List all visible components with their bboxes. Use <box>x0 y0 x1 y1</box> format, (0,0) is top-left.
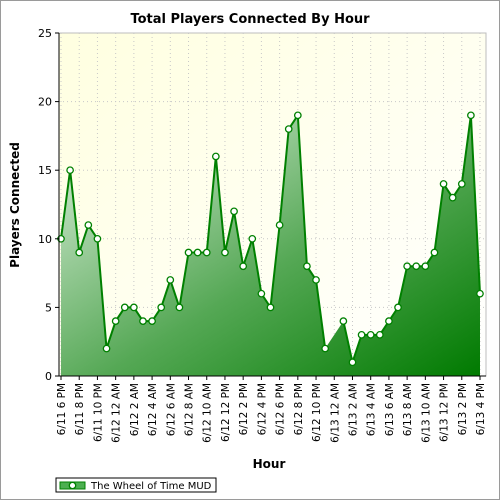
data-point <box>375 330 384 339</box>
x-axis-label: Hour <box>253 457 286 471</box>
data-point <box>321 344 330 353</box>
data-point <box>366 330 375 339</box>
data-point <box>102 344 111 353</box>
data-point <box>257 289 266 298</box>
data-point <box>211 152 220 161</box>
x-tick-label: 6/13 10 AM <box>420 383 432 443</box>
data-point <box>120 303 129 312</box>
data-point <box>385 317 393 325</box>
series-area <box>61 115 480 376</box>
x-tick-label: 6/12 4 AM <box>147 383 159 436</box>
data-point <box>157 303 166 312</box>
data-point <box>357 330 366 339</box>
data-point <box>412 262 421 271</box>
legend-entry-label: The Wheel of Time MUD <box>90 481 212 492</box>
data-point <box>303 262 311 271</box>
x-tick-label: 6/12 6 PM <box>275 383 287 435</box>
series-line <box>60 112 481 367</box>
series-markers <box>57 111 484 367</box>
data-point <box>430 248 439 257</box>
data-point <box>139 317 147 325</box>
data-point <box>439 180 448 188</box>
legend-marker <box>68 481 77 490</box>
data-point <box>166 276 175 284</box>
data-point <box>239 262 248 271</box>
x-tick-label: 6/11 8 PM <box>74 383 86 435</box>
data-point <box>467 111 475 120</box>
y-tick-label: 20 <box>38 96 52 109</box>
data-point <box>275 221 284 229</box>
data-point <box>66 166 74 175</box>
data-point <box>202 248 211 257</box>
data-point <box>221 248 229 257</box>
data-point <box>457 180 466 188</box>
y-axis-ticks: 0 5 10 15 20 25 <box>38 27 59 383</box>
data-point <box>184 248 193 257</box>
data-point <box>193 248 202 257</box>
data-point <box>230 207 238 216</box>
data-point <box>266 303 275 312</box>
x-tick-label: 6/13 2 PM <box>457 383 469 435</box>
data-point <box>84 221 93 229</box>
data-point <box>421 262 430 271</box>
data-point <box>448 193 457 202</box>
data-point <box>312 276 320 284</box>
y-tick-label: 5 <box>45 301 52 314</box>
x-tick-label: 6/12 6 AM <box>165 383 177 436</box>
data-point <box>75 248 84 257</box>
x-tick-label: 6/11 6 PM <box>56 383 68 435</box>
x-tick-label: 6/12 4 PM <box>256 383 268 435</box>
x-axis-ticks: 6/11 6 PM 6/11 8 PM 6/11 10 PM 6/12 12 AM 6/… <box>56 376 487 443</box>
x-tick-label: 6/12 8 PM <box>293 383 305 435</box>
data-point <box>248 234 257 243</box>
y-tick-label: 0 <box>45 370 52 383</box>
x-tick-label: 6/13 4 PM <box>475 383 487 435</box>
x-tick-label: 6/12 8 AM <box>184 383 196 436</box>
x-tick-label: 6/13 12 AM <box>329 383 341 443</box>
x-tick-label: 6/13 8 AM <box>402 383 414 436</box>
x-tick-label: 6/12 10 PM <box>311 383 323 442</box>
x-tick-label: 6/13 6 AM <box>384 383 396 436</box>
data-point <box>175 303 184 312</box>
x-tick-label: 6/12 2 PM <box>238 383 250 435</box>
x-tick-label: 6/12 12 AM <box>111 383 123 443</box>
data-point <box>148 317 156 325</box>
data-point <box>403 262 411 271</box>
x-tick-label: 6/12 2 AM <box>129 383 141 436</box>
data-point <box>130 303 138 312</box>
y-tick-label: 15 <box>38 164 52 177</box>
y-tick-label: 10 <box>38 233 52 246</box>
x-tick-label: 6/13 12 PM <box>439 383 451 442</box>
x-tick-label: 6/13 4 AM <box>366 383 378 436</box>
data-point <box>476 289 484 298</box>
legend: The Wheel of Time MUD <box>55 477 217 493</box>
data-point <box>339 317 348 325</box>
data-point <box>394 303 402 312</box>
x-tick-label: 6/11 10 PM <box>92 383 104 442</box>
legend-box <box>55 477 217 493</box>
data-point <box>348 358 357 367</box>
x-tick-label: 6/12 12 PM <box>220 383 232 442</box>
chart-title: Total Players Connected By Hour <box>130 12 370 27</box>
x-tick-label: 6/13 2 AM <box>347 383 359 436</box>
x-tick-label: 6/12 10 AM <box>202 383 214 443</box>
data-point <box>93 234 102 243</box>
data-point <box>293 111 302 120</box>
y-tick-label: 25 <box>38 27 52 40</box>
data-point <box>284 125 293 133</box>
y-axis-label: Players Connected <box>8 142 22 268</box>
data-point <box>111 317 120 325</box>
